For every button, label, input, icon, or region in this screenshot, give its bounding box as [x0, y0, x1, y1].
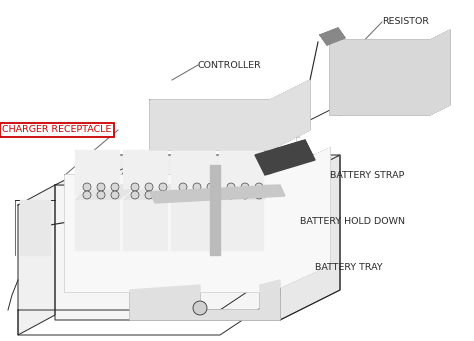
Polygon shape	[320, 28, 345, 45]
Circle shape	[207, 191, 215, 199]
Circle shape	[255, 183, 263, 191]
Polygon shape	[130, 280, 280, 320]
Polygon shape	[123, 150, 167, 195]
Circle shape	[131, 183, 139, 191]
Circle shape	[83, 183, 91, 191]
Polygon shape	[123, 190, 179, 200]
Circle shape	[145, 191, 153, 199]
Circle shape	[97, 183, 105, 191]
Polygon shape	[210, 165, 220, 255]
Text: BATTERY HOLD DOWN: BATTERY HOLD DOWN	[300, 218, 405, 226]
Polygon shape	[280, 155, 340, 320]
Polygon shape	[75, 185, 131, 195]
Polygon shape	[55, 155, 340, 320]
Polygon shape	[150, 80, 310, 150]
Circle shape	[241, 183, 249, 191]
Polygon shape	[171, 200, 215, 250]
Polygon shape	[171, 190, 227, 200]
Polygon shape	[75, 200, 119, 250]
Circle shape	[111, 191, 119, 199]
Polygon shape	[65, 148, 330, 292]
Text: BATTERY TRAY: BATTERY TRAY	[315, 264, 383, 272]
Polygon shape	[219, 190, 275, 200]
Polygon shape	[75, 190, 131, 200]
Circle shape	[97, 191, 105, 199]
Polygon shape	[123, 200, 167, 250]
Circle shape	[241, 191, 249, 199]
Circle shape	[193, 191, 201, 199]
Polygon shape	[20, 200, 50, 255]
Circle shape	[145, 183, 153, 191]
Polygon shape	[219, 200, 263, 250]
Polygon shape	[219, 185, 275, 195]
Circle shape	[159, 191, 167, 199]
Circle shape	[227, 191, 235, 199]
Circle shape	[207, 183, 215, 191]
Text: BATTERY STRAP: BATTERY STRAP	[330, 170, 404, 179]
Circle shape	[255, 191, 263, 199]
Polygon shape	[55, 155, 340, 185]
Polygon shape	[330, 30, 450, 115]
Polygon shape	[171, 150, 215, 195]
Text: CONTROLLER: CONTROLLER	[198, 60, 262, 70]
Circle shape	[227, 183, 235, 191]
Circle shape	[111, 183, 119, 191]
Circle shape	[83, 191, 91, 199]
Circle shape	[179, 191, 187, 199]
Text: RESISTOR: RESISTOR	[382, 17, 429, 27]
Polygon shape	[255, 140, 315, 175]
Circle shape	[179, 183, 187, 191]
Polygon shape	[18, 185, 55, 335]
Circle shape	[193, 183, 201, 191]
Polygon shape	[171, 185, 227, 195]
Polygon shape	[219, 150, 263, 195]
Polygon shape	[123, 185, 179, 195]
Polygon shape	[75, 150, 119, 195]
Circle shape	[131, 191, 139, 199]
Text: CHARGER RECEPTACLE: CHARGER RECEPTACLE	[2, 125, 111, 134]
Circle shape	[193, 301, 207, 315]
Polygon shape	[150, 185, 285, 203]
Circle shape	[159, 183, 167, 191]
